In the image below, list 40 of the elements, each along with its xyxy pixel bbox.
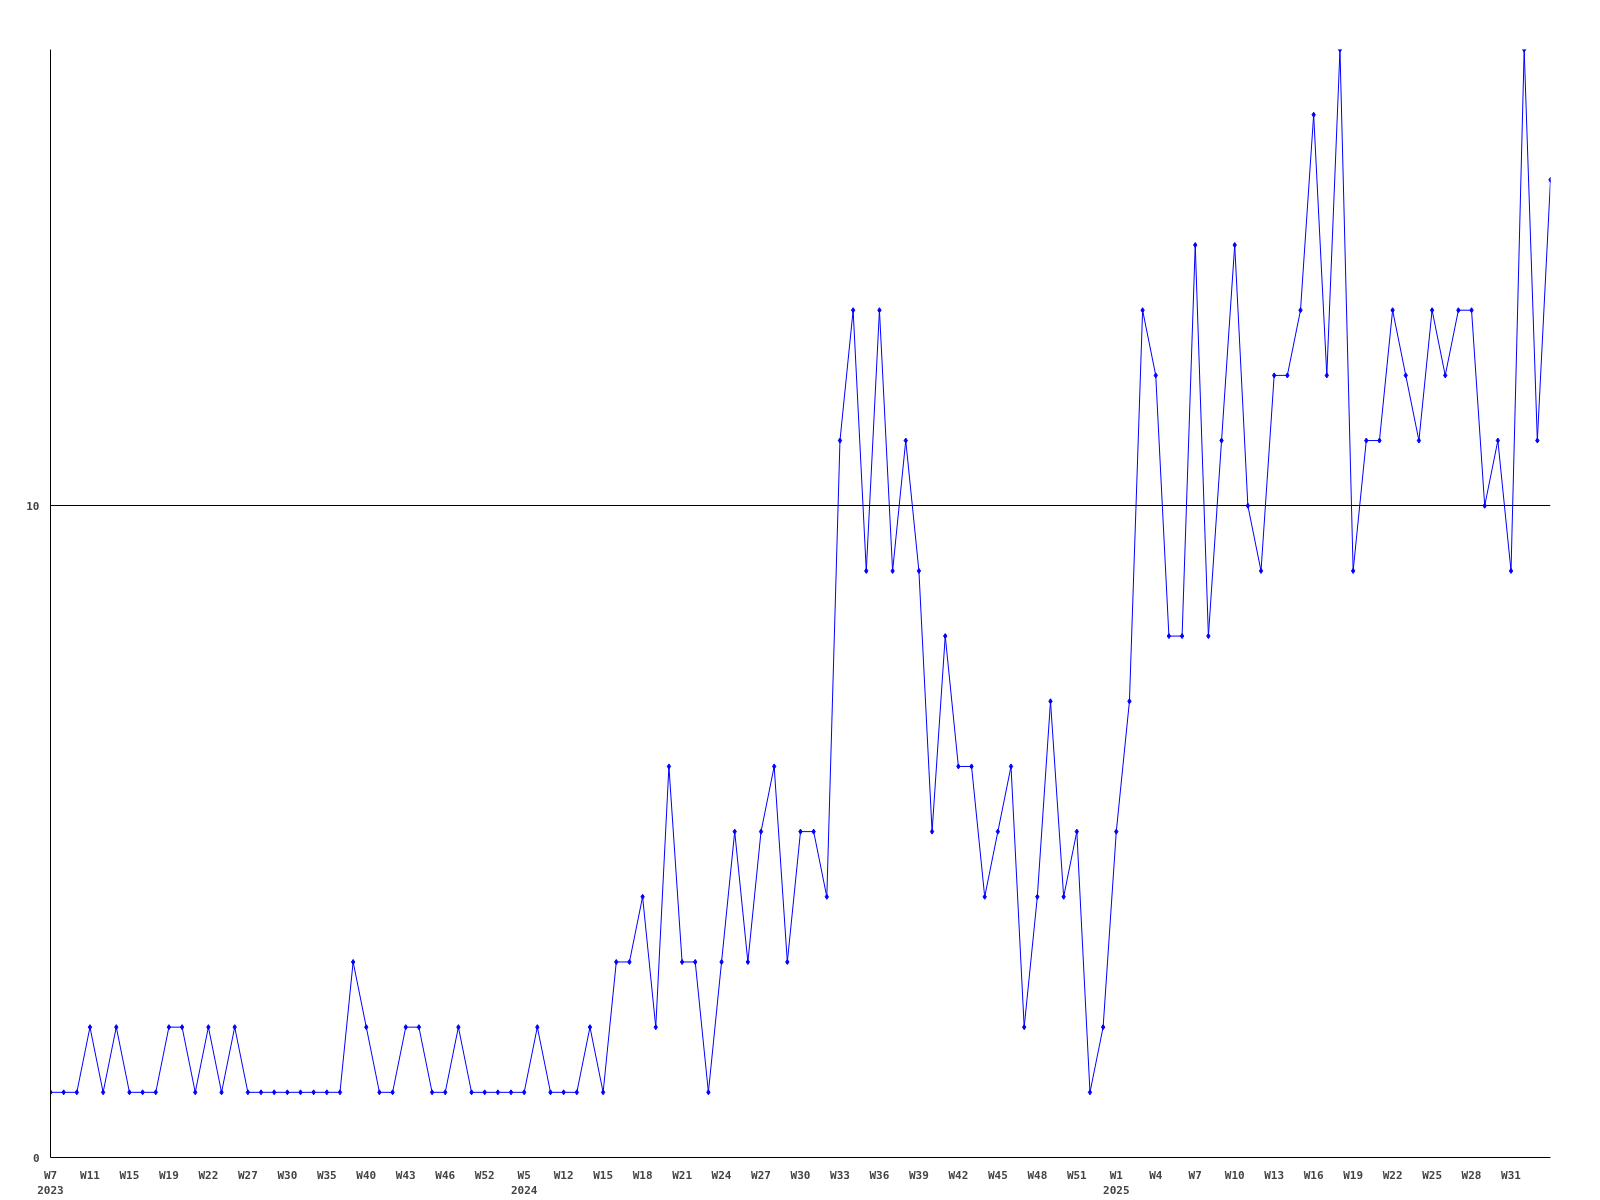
- x-tick-label: W10: [1224, 1168, 1245, 1182]
- x-tick-label: W30: [790, 1168, 811, 1182]
- x-tick-label: W42: [948, 1168, 969, 1182]
- y-tick-label: 10: [26, 499, 40, 513]
- x-tick-label: W16: [1303, 1168, 1324, 1182]
- x-tick-label: W36: [869, 1168, 890, 1182]
- x-tick-label: W4: [1149, 1168, 1163, 1182]
- x-tick-label: W48: [1027, 1168, 1048, 1182]
- x-tick-label: W7 2023: [37, 1168, 64, 1198]
- x-tick-label: W22: [1382, 1168, 1403, 1182]
- x-tick-label: W15: [593, 1168, 614, 1182]
- x-tick-label: W21: [672, 1168, 693, 1182]
- x-tick-label: W31: [1501, 1168, 1522, 1182]
- x-tick-label: W18: [632, 1168, 653, 1182]
- x-tick-label: W35: [316, 1168, 337, 1182]
- x-tick-label: W5 2024: [510, 1168, 538, 1198]
- x-tick-label: W39: [908, 1168, 929, 1182]
- x-tick-label: W46: [435, 1168, 456, 1182]
- x-tick-label: W1 2025: [1103, 1168, 1130, 1198]
- x-tick-label: W19: [158, 1168, 179, 1182]
- x-tick-label: W27: [751, 1168, 771, 1182]
- x-tick-label: W25: [1422, 1168, 1443, 1182]
- x-tick-label: W27: [237, 1168, 258, 1182]
- y-tick-label: 0: [32, 1151, 40, 1165]
- x-tick-label: W12: [553, 1168, 574, 1182]
- x-tick-label: W40: [356, 1168, 377, 1182]
- x-tick-label: W22: [198, 1168, 219, 1182]
- x-tick-label: W52: [474, 1168, 495, 1182]
- x-tick-label: W13: [1264, 1168, 1285, 1182]
- x-tick-label: W51: [1066, 1168, 1088, 1182]
- x-tick-label: W15: [119, 1168, 140, 1182]
- x-tick-label: W19: [1343, 1168, 1364, 1182]
- x-tick-label: W7: [1188, 1168, 1202, 1182]
- x-tick-label: W24: [711, 1168, 732, 1182]
- x-tick-label: W30: [277, 1168, 298, 1182]
- x-tick-label: W43: [395, 1168, 416, 1182]
- x-tick-label: W45: [987, 1168, 1008, 1182]
- x-tick-label: W11: [80, 1168, 101, 1182]
- x-tick-label: W28: [1461, 1168, 1482, 1182]
- x-tick-label: W33: [830, 1168, 850, 1182]
